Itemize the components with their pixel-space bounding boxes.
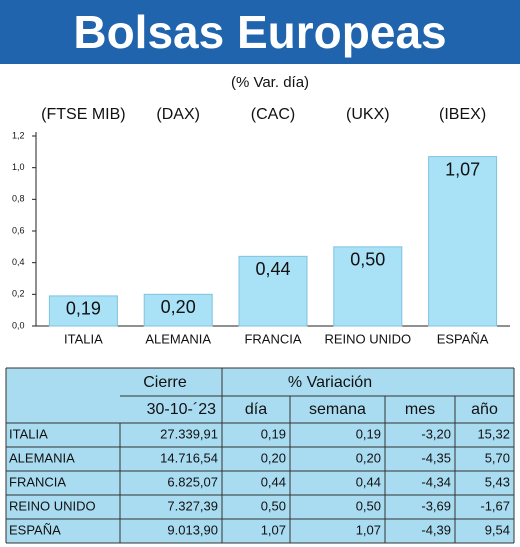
table-group-header: Cierre — [143, 374, 187, 391]
table-column-header: mes — [405, 401, 435, 418]
x-tick-label: ITALIA — [64, 331, 103, 346]
table-background — [6, 368, 514, 543]
table-cell: 14.716,54 — [160, 450, 218, 465]
table-column-header: día — [245, 401, 267, 418]
table-cell: REINO UNIDO — [9, 498, 96, 513]
y-tick-label: 0,8 — [12, 194, 25, 204]
table-cell: 6.825,07 — [167, 474, 218, 489]
table-cell: 27.339,91 — [160, 426, 218, 441]
y-tick-label: 0,0 — [12, 320, 25, 330]
category-code: (UKX) — [346, 106, 390, 123]
x-tick-label: FRANCIA — [244, 331, 301, 346]
value-label: 0,20 — [161, 297, 196, 317]
table-cell: 0,19 — [261, 426, 286, 441]
table-cell: ESPAÑA — [9, 522, 61, 537]
chart-subtitle: (% Var. día) — [231, 74, 309, 91]
category-code: (CAC) — [251, 106, 295, 123]
table-cell: 0,44 — [356, 474, 381, 489]
table-cell: 0,50 — [261, 498, 286, 513]
y-tick-label: 0,2 — [12, 289, 25, 299]
table-cell: -4,35 — [421, 450, 451, 465]
category-code: (DAX) — [156, 106, 200, 123]
category-code: (IBEX) — [439, 106, 486, 123]
table-cell: 15,32 — [477, 426, 510, 441]
value-label: 0,50 — [350, 250, 385, 270]
y-tick-label: 0,4 — [12, 257, 25, 267]
table-group-header: % Variación — [288, 374, 372, 391]
table-cell: -4,39 — [421, 522, 451, 537]
value-label: 0,19 — [66, 299, 101, 319]
table-cell: 0,50 — [356, 498, 381, 513]
y-tick-label: 1,0 — [12, 162, 25, 172]
table-cell: 7.327,39 — [167, 498, 218, 513]
y-tick-label: 1,2 — [12, 130, 25, 140]
x-tick-label: ESPAÑA — [437, 331, 489, 346]
value-label: 0,44 — [255, 259, 290, 279]
table-cell: -3,20 — [421, 426, 451, 441]
table-column-header: 30-10-´23 — [147, 401, 216, 418]
table-column-header: semana — [309, 401, 366, 418]
value-label: 1,07 — [445, 159, 480, 179]
table-cell: -1,67 — [480, 498, 510, 513]
table-column-header: año — [471, 401, 498, 418]
x-tick-label: ALEMANIA — [145, 331, 211, 346]
bar — [428, 156, 498, 327]
table-cell: 0,20 — [261, 450, 286, 465]
y-tick-label: 0,6 — [12, 225, 25, 235]
bar — [333, 246, 403, 327]
table-cell: FRANCIA — [9, 474, 66, 489]
table-cell: -4,34 — [421, 474, 451, 489]
table-cell: ALEMANIA — [9, 450, 75, 465]
bar — [143, 293, 213, 327]
bar — [238, 255, 308, 327]
table-cell: -3,69 — [421, 498, 451, 513]
table-cell: 5,43 — [485, 474, 510, 489]
table-cell: 5,70 — [485, 450, 510, 465]
bar — [48, 295, 118, 327]
category-code: (FTSE MIB) — [41, 106, 125, 123]
table-cell: ITALIA — [9, 426, 48, 441]
table-cell: 0,44 — [261, 474, 286, 489]
table-cell: 0,20 — [356, 450, 381, 465]
table-cell: 0,19 — [356, 426, 381, 441]
table-cell: 9,54 — [485, 522, 510, 537]
x-tick-label: REINO UNIDO — [324, 331, 411, 346]
chart-title: Bolsas Europeas — [73, 6, 446, 58]
table-cell: 1,07 — [356, 522, 381, 537]
title-bar — [0, 0, 520, 64]
table-cell: 1,07 — [261, 522, 286, 537]
table-cell: 9.013,90 — [167, 522, 218, 537]
